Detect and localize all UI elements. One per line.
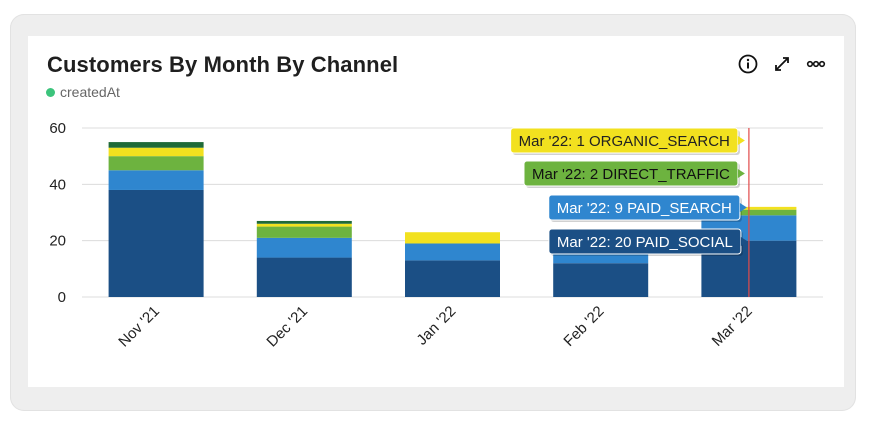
chart-toolbar bbox=[738, 54, 826, 74]
tooltip-pointer bbox=[737, 136, 745, 145]
bar-segment-other[interactable] bbox=[256, 220, 352, 224]
bar-segment-organic-search[interactable] bbox=[405, 232, 500, 244]
tooltip-pointer bbox=[739, 203, 747, 212]
tooltip-pointer bbox=[737, 169, 745, 178]
bar-segment-paid-search[interactable] bbox=[256, 237, 352, 258]
bar-segment-organic-search[interactable] bbox=[108, 147, 204, 157]
y-tick-label: 40 bbox=[49, 176, 66, 193]
y-tick-label: 60 bbox=[49, 120, 66, 137]
legend-label: createdAt bbox=[60, 84, 120, 100]
expand-icon[interactable] bbox=[772, 54, 792, 74]
x-tick-label: Nov '21 bbox=[115, 303, 163, 351]
info-icon[interactable] bbox=[738, 54, 758, 74]
legend-dot-icon bbox=[46, 87, 55, 97]
chart-title: Customers By Month By Channel bbox=[47, 52, 399, 77]
y-tick-label: 20 bbox=[49, 233, 66, 250]
bar-segment-paid-social[interactable] bbox=[256, 257, 352, 297]
bar-segment-other[interactable] bbox=[108, 142, 204, 148]
x-tick-label: Mar '22 bbox=[709, 303, 756, 350]
tooltip-label: Mar '22: 2 DIRECT_TRAFFIC bbox=[532, 166, 730, 183]
tooltip-label: Mar '22: 1 ORGANIC_SEARCH bbox=[519, 133, 730, 150]
bar-segment-organic-search[interactable] bbox=[256, 223, 352, 227]
bar-segment-paid-search[interactable] bbox=[108, 170, 204, 190]
tooltip-label: Mar '22: 9 PAID_SEARCH bbox=[557, 200, 732, 217]
x-tick-label: Jan '22 bbox=[413, 303, 459, 349]
more-icon[interactable] bbox=[806, 54, 826, 74]
bar-segment-paid-social[interactable] bbox=[553, 263, 649, 297]
tooltip-pointer bbox=[740, 237, 748, 246]
x-tick-label: Dec '21 bbox=[263, 303, 311, 351]
x-tick-label: Feb '22 bbox=[560, 303, 607, 350]
tooltip-label: Mar '22: 20 PAID_SOCIAL bbox=[557, 234, 733, 251]
y-tick-label: 0 bbox=[58, 289, 66, 306]
bar-segment-paid-social[interactable] bbox=[108, 189, 204, 297]
bar-segment-direct-traffic[interactable] bbox=[108, 156, 204, 171]
legend[interactable]: createdAt bbox=[46, 84, 120, 100]
bar-segment-paid-search[interactable] bbox=[405, 243, 500, 261]
bar-segment-direct-traffic[interactable] bbox=[256, 226, 352, 238]
bar-segment-paid-social[interactable] bbox=[405, 260, 500, 297]
